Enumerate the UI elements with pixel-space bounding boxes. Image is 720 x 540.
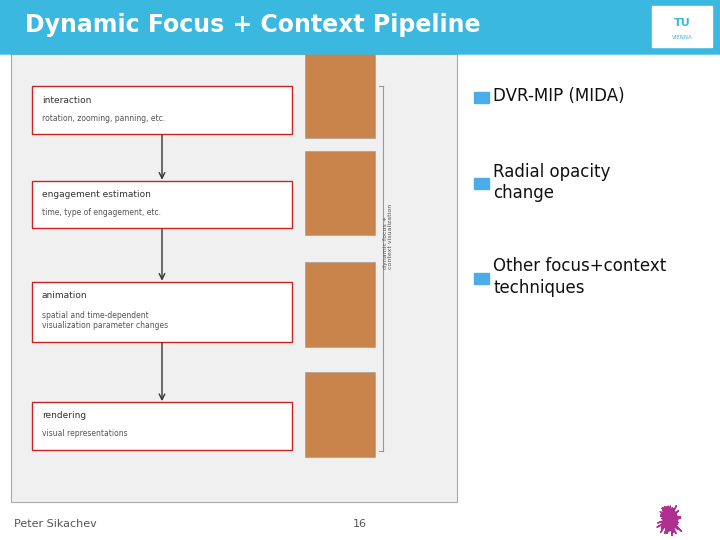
- Text: rotation, zooming, panning, etc.: rotation, zooming, panning, etc.: [42, 113, 165, 123]
- Text: Other focus+context
techniques: Other focus+context techniques: [493, 257, 667, 297]
- Text: dynamic focus +
context visualization: dynamic focus + context visualization: [383, 204, 394, 269]
- FancyBboxPatch shape: [32, 181, 292, 228]
- Text: VIENNA: VIENNA: [672, 35, 692, 40]
- Text: DVR-MIP (MIDA): DVR-MIP (MIDA): [493, 87, 625, 105]
- FancyBboxPatch shape: [305, 151, 375, 235]
- Text: 16: 16: [353, 519, 367, 529]
- Polygon shape: [657, 505, 682, 536]
- FancyBboxPatch shape: [474, 92, 489, 103]
- FancyBboxPatch shape: [474, 178, 489, 189]
- FancyBboxPatch shape: [32, 282, 292, 342]
- Text: TU: TU: [673, 18, 690, 28]
- Text: interaction: interaction: [42, 96, 91, 105]
- Text: rendering: rendering: [42, 411, 86, 421]
- Text: spatial and time-dependent
visualization parameter changes: spatial and time-dependent visualization…: [42, 311, 168, 330]
- Text: Dynamic Focus + Context Pipeline: Dynamic Focus + Context Pipeline: [25, 13, 481, 37]
- FancyBboxPatch shape: [305, 53, 375, 138]
- Text: animation: animation: [42, 291, 87, 300]
- FancyBboxPatch shape: [32, 402, 292, 450]
- FancyBboxPatch shape: [11, 54, 457, 502]
- FancyBboxPatch shape: [305, 262, 375, 347]
- Text: time, type of engagement, etc.: time, type of engagement, etc.: [42, 208, 161, 217]
- FancyBboxPatch shape: [32, 86, 292, 134]
- Text: ✦: ✦: [666, 515, 673, 524]
- FancyBboxPatch shape: [652, 6, 712, 47]
- Text: engagement estimation: engagement estimation: [42, 190, 150, 199]
- Text: Peter Sikachev: Peter Sikachev: [14, 519, 97, 529]
- Text: visual representations: visual representations: [42, 429, 127, 438]
- FancyBboxPatch shape: [305, 372, 375, 457]
- Text: Radial opacity
change: Radial opacity change: [493, 163, 611, 202]
- FancyBboxPatch shape: [0, 0, 720, 54]
- FancyBboxPatch shape: [474, 273, 489, 284]
